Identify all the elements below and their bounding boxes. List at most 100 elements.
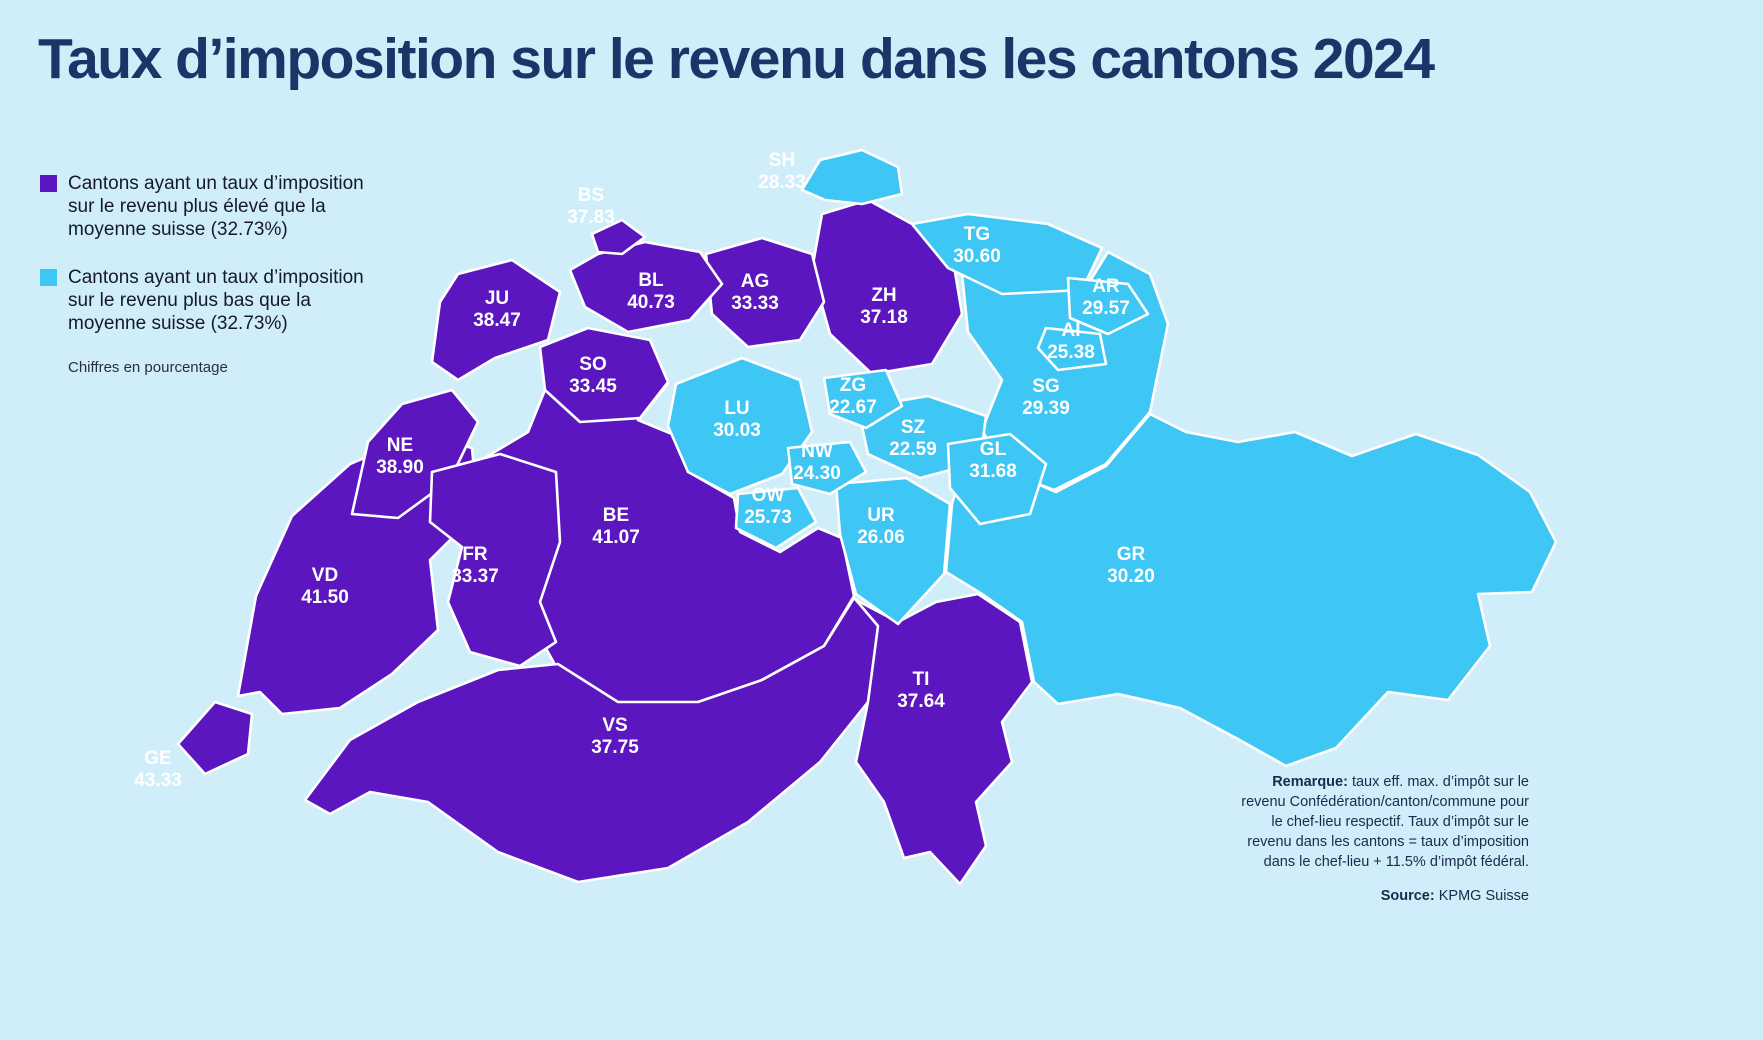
canton-value: 24.30 xyxy=(793,463,841,484)
canton-code: GL xyxy=(980,439,1007,460)
canton-label-ti: TI 37.64 xyxy=(897,669,945,712)
canton-ju-region xyxy=(430,258,562,382)
canton-value: 38.90 xyxy=(376,457,424,478)
legend-item-above: Cantons ayant un taux d’imposition sur l… xyxy=(40,172,370,242)
legend-swatch-above xyxy=(40,175,57,192)
canton-value: 33.37 xyxy=(451,566,499,587)
canton-value: 31.68 xyxy=(969,461,1017,482)
canton-ow-region xyxy=(734,486,818,550)
canton-code: ZG xyxy=(840,375,866,396)
canton-label-so: SO 33.45 xyxy=(569,354,617,397)
canton-value: 28.33 xyxy=(758,172,806,193)
canton-code: NW xyxy=(801,441,833,462)
legend-note: Chiffres en pourcentage xyxy=(68,359,228,377)
canton-value: 25.38 xyxy=(1047,342,1095,363)
canton-label-ur: UR 26.06 xyxy=(857,505,905,548)
canton-code: SG xyxy=(1032,376,1059,397)
canton-code: BE xyxy=(603,505,629,526)
canton-code: JU xyxy=(485,288,509,309)
legend-label-above: Cantons ayant un taux d’imposition sur l… xyxy=(68,173,364,241)
canton-value: 33.45 xyxy=(569,376,617,397)
canton-code: ZH xyxy=(871,285,896,306)
canton-label-ne: NE 38.90 xyxy=(376,435,424,478)
canton-value: 33.33 xyxy=(731,293,779,314)
page-title: Taux d’imposition sur le revenu dans les… xyxy=(38,27,1435,91)
canton-code: FR xyxy=(462,544,488,565)
canton-ti-region xyxy=(854,592,1034,886)
canton-code: LU xyxy=(724,398,749,419)
canton-so-region xyxy=(538,326,670,424)
canton-value: 30.20 xyxy=(1107,566,1155,587)
legend-swatch-below xyxy=(40,268,57,286)
canton-ai-region xyxy=(1036,326,1108,372)
canton-label-gr: GR 30.20 xyxy=(1107,544,1155,587)
canton-label-ow: OW 25.73 xyxy=(744,485,792,528)
canton-label-zg: ZG 22.67 xyxy=(829,375,877,418)
canton-sh-region xyxy=(800,148,904,206)
canton-label-ju: JU 38.47 xyxy=(473,288,521,331)
canton-label-vs: VS 37.75 xyxy=(591,715,639,758)
canton-ne-region xyxy=(350,388,480,520)
canton-code: TI xyxy=(913,669,930,690)
canton-label-ai: AI 25.38 xyxy=(1047,320,1095,363)
canton-label-fr: FR 33.37 xyxy=(451,544,499,587)
canton-code: BS xyxy=(578,185,604,206)
canton-code: SZ xyxy=(901,417,926,438)
canton-label-sh: SH 28.33 xyxy=(758,150,806,193)
canton-value: 37.83 xyxy=(567,207,615,228)
canton-code: VS xyxy=(602,715,627,736)
canton-value: 22.59 xyxy=(889,439,937,460)
canton-value: 43.33 xyxy=(134,770,182,791)
canton-gl-region xyxy=(946,432,1048,526)
canton-label-vd: VD 41.50 xyxy=(301,565,349,608)
canton-value: 22.67 xyxy=(829,397,877,418)
canton-value: 29.57 xyxy=(1082,298,1130,319)
canton-tg-region xyxy=(910,212,1104,296)
canton-value: 37.18 xyxy=(860,307,908,328)
canton-label-bs: BS 37.83 xyxy=(567,185,615,228)
canton-label-bl: BL 40.73 xyxy=(627,270,675,313)
canton-regions xyxy=(176,148,1558,886)
canton-value: 37.75 xyxy=(591,737,639,758)
canton-value: 25.73 xyxy=(744,507,792,528)
canton-ar-region xyxy=(1066,276,1150,336)
canton-code: VD xyxy=(312,565,338,586)
canton-code: TG xyxy=(964,224,990,245)
canton-ur-region xyxy=(834,476,952,626)
canton-label-gl: GL 31.68 xyxy=(969,439,1017,482)
canton-code: UR xyxy=(867,505,895,526)
canton-code: BL xyxy=(638,270,664,291)
canton-code: GE xyxy=(144,748,171,769)
canton-label-ge: GE 43.33 xyxy=(134,748,182,791)
canton-value: 41.07 xyxy=(592,527,640,548)
canton-value: 30.60 xyxy=(953,246,1001,267)
canton-zg-region xyxy=(822,368,904,430)
canton-value: 41.50 xyxy=(301,587,349,608)
canton-code: SH xyxy=(769,150,795,171)
canton-code: AR xyxy=(1092,276,1120,297)
legend-label-below: Cantons ayant un taux d’imposition sur l… xyxy=(68,266,364,334)
legend: Cantons ayant un taux d’imposition sur l… xyxy=(40,172,370,376)
canton-ag-region xyxy=(704,236,826,349)
canton-code: GR xyxy=(1117,544,1146,565)
canton-label-tg: TG 30.60 xyxy=(953,224,1001,267)
canton-code: SO xyxy=(579,354,606,375)
canton-label-sz: SZ 22.59 xyxy=(889,417,937,460)
canton-code: NE xyxy=(387,435,413,456)
canton-value: 30.03 xyxy=(713,420,761,441)
canton-value: 37.64 xyxy=(897,691,945,712)
source-label: Source: xyxy=(1380,888,1435,904)
canton-label-lu: LU 30.03 xyxy=(713,398,761,441)
canton-label-ag: AG 33.33 xyxy=(731,271,779,314)
canton-value: 29.39 xyxy=(1022,398,1070,419)
canton-code: AG xyxy=(741,271,770,292)
canton-fr-region xyxy=(428,452,562,668)
canton-value: 40.73 xyxy=(627,292,675,313)
legend-item-below: Cantons ayant un taux d’imposition sur l… xyxy=(40,266,370,336)
remark-text: Remarque: taux eff. max. d’impôt sur le … xyxy=(1241,774,1529,870)
canton-label-zh: ZH 37.18 xyxy=(860,285,908,328)
canton-gr-region xyxy=(944,412,1558,768)
